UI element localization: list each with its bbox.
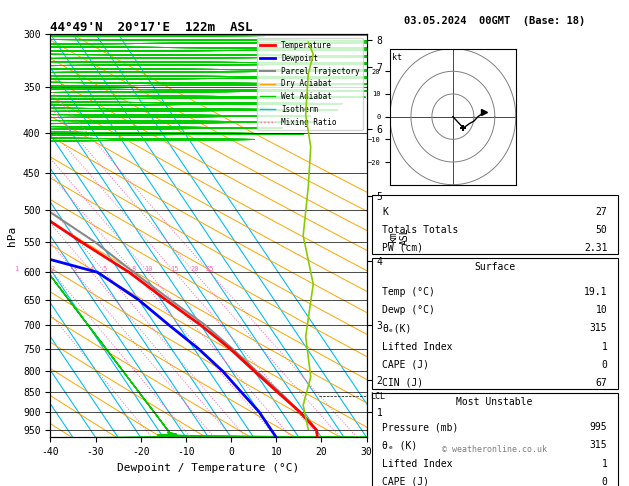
Legend: Temperature, Dewpoint, Parcel Trajectory, Dry Adiabat, Wet Adiabat, Isotherm, Mi: Temperature, Dewpoint, Parcel Trajectory… [257, 38, 363, 130]
Text: 03.05.2024  00GMT  (Base: 18): 03.05.2024 00GMT (Base: 18) [404, 16, 586, 26]
Text: 5: 5 [103, 266, 107, 272]
Text: CAPE (J): CAPE (J) [382, 360, 429, 370]
Text: 3: 3 [73, 266, 77, 272]
Text: 15: 15 [170, 266, 179, 272]
Text: 315: 315 [590, 324, 608, 333]
Text: Lifted Index: Lifted Index [382, 342, 452, 352]
Text: 0: 0 [601, 477, 608, 486]
Bar [372, 258, 618, 389]
Text: 1: 1 [14, 266, 18, 272]
Text: Temp (°C): Temp (°C) [382, 287, 435, 297]
Text: Lifted Index: Lifted Index [382, 459, 452, 469]
Text: 1: 1 [601, 459, 608, 469]
Text: 2.31: 2.31 [584, 243, 608, 253]
Text: 2: 2 [50, 266, 55, 272]
Text: 995: 995 [590, 422, 608, 433]
Text: Surface: Surface [474, 262, 515, 272]
Text: 20: 20 [190, 266, 199, 272]
Y-axis label: km
ASL: km ASL [388, 227, 409, 244]
Text: 4: 4 [90, 266, 94, 272]
Text: 67: 67 [596, 378, 608, 388]
Text: 10: 10 [144, 266, 152, 272]
X-axis label: Dewpoint / Temperature (°C): Dewpoint / Temperature (°C) [118, 463, 299, 473]
Bar [372, 195, 618, 254]
Text: 0: 0 [601, 360, 608, 370]
Text: 1: 1 [601, 342, 608, 352]
Bar [372, 393, 618, 486]
Text: θₑ(K): θₑ(K) [382, 324, 411, 333]
Text: Pressure (mb): Pressure (mb) [382, 422, 459, 433]
Text: 10: 10 [596, 305, 608, 315]
Text: K: K [382, 207, 388, 216]
Text: LCL: LCL [370, 392, 386, 400]
Text: CAPE (J): CAPE (J) [382, 477, 429, 486]
Text: kt: kt [392, 52, 403, 62]
Text: 8: 8 [132, 266, 136, 272]
Text: 315: 315 [590, 440, 608, 451]
Text: θₑ (K): θₑ (K) [382, 440, 417, 451]
Text: Totals Totals: Totals Totals [382, 225, 459, 235]
Text: 19.1: 19.1 [584, 287, 608, 297]
Text: CIN (J): CIN (J) [382, 378, 423, 388]
Text: 27: 27 [596, 207, 608, 216]
Text: PW (cm): PW (cm) [382, 243, 423, 253]
Text: © weatheronline.co.uk: © weatheronline.co.uk [442, 446, 547, 454]
Text: 50: 50 [596, 225, 608, 235]
Text: Dewp (°C): Dewp (°C) [382, 305, 435, 315]
Text: Most Unstable: Most Unstable [457, 397, 533, 407]
Text: 44°49'N  20°17'E  122m  ASL: 44°49'N 20°17'E 122m ASL [50, 21, 253, 34]
Text: 25: 25 [206, 266, 214, 272]
Y-axis label: hPa: hPa [8, 226, 18, 246]
